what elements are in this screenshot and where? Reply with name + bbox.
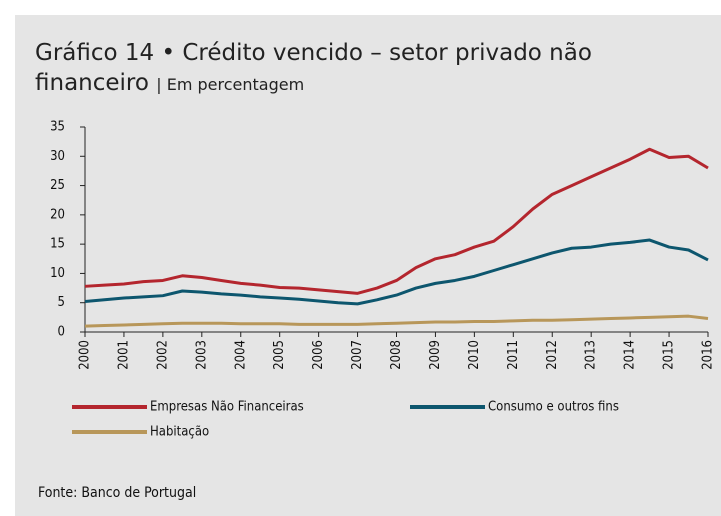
x-tick-label: 2010 — [467, 340, 482, 370]
x-tick-label: 2003 — [194, 340, 209, 370]
y-tick-label: 0 — [58, 325, 65, 340]
x-tick-label: 2007 — [350, 340, 365, 370]
y-tick-label: 25 — [50, 178, 65, 193]
x-tick-label: 2013 — [584, 340, 599, 370]
series-line — [84, 147, 709, 295]
x-tick-label: 2014 — [623, 340, 638, 370]
x-tick-label: 2005 — [272, 340, 287, 370]
x-tick-label: 2015 — [662, 340, 677, 370]
y-tick-label: 5 — [58, 295, 65, 310]
y-tick-label: 30 — [50, 149, 65, 164]
legend-label: Empresas Não Financeiras — [150, 400, 304, 415]
source: Fonte: Banco de Portugal — [38, 485, 196, 501]
x-tick-label: 2006 — [311, 340, 326, 370]
y-tick-label: 10 — [50, 266, 65, 281]
legend-label: Habitação — [150, 425, 209, 440]
x-tick-label: 2000 — [78, 340, 93, 370]
x-tick-label: 2011 — [506, 340, 521, 370]
chart-title: Gráfico 14 • Crédito vencido – setor pri… — [35, 40, 592, 96]
x-tick-label: 2009 — [428, 340, 443, 370]
y-tick-label: 35 — [50, 120, 65, 135]
x-tick-label: 2008 — [389, 340, 404, 370]
heading: Gráfico 14 • Crédito vencido – setor pri… — [35, 38, 685, 100]
series-line — [84, 314, 709, 328]
chart-subtitle: | Em percentagem — [156, 75, 305, 94]
x-tick-label: 2002 — [155, 340, 170, 370]
x-tick-label: 2012 — [545, 340, 560, 370]
legend-label: Consumo e outros fins — [488, 400, 619, 415]
x-tick-label: 2004 — [233, 340, 248, 370]
y-tick-label: 20 — [50, 207, 65, 222]
x-tick-label: 2001 — [116, 340, 131, 370]
y-tick-label: 15 — [50, 237, 65, 252]
x-tick-label: 2016 — [701, 340, 716, 370]
series-line — [84, 238, 709, 306]
